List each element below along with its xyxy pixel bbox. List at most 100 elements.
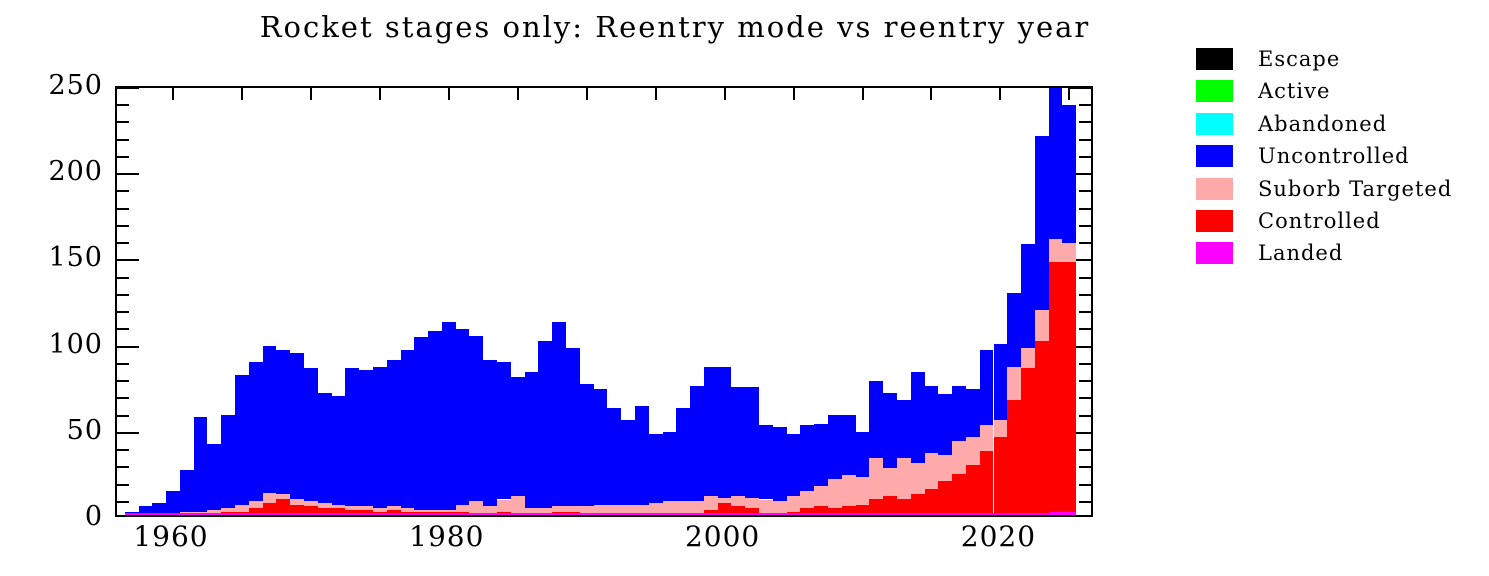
x-tick-top-2025 — [1068, 88, 1071, 100]
bar-1972-uncontrolled — [331, 396, 346, 505]
bar-2013 — [896, 399, 911, 515]
y-tick-right-90 — [1079, 362, 1091, 365]
y-tick-left-170 — [117, 224, 129, 227]
y-tick-right-170 — [1079, 224, 1091, 227]
bar-2022 — [1021, 244, 1035, 515]
bar-2024-controlled — [1048, 261, 1063, 512]
y-tick-right-40 — [1079, 449, 1091, 452]
y-tick-right-180 — [1079, 207, 1091, 210]
bar-1981-uncontrolled — [455, 328, 470, 505]
bar-1967-controlled — [262, 502, 277, 515]
bar-1959-uncontrolled — [152, 502, 167, 514]
x-tick-top-2005 — [792, 88, 795, 100]
legend-swatch-suborb-targeted — [1196, 177, 1233, 200]
x-tick-top-1980 — [447, 88, 450, 100]
legend-label-uncontrolled: Uncontrolled — [1258, 144, 1410, 169]
y-tick-left-180 — [117, 207, 129, 210]
y-tick-right-130 — [1079, 293, 1091, 296]
bar-2020 — [993, 344, 1008, 515]
bar-1983-uncontrolled — [483, 359, 498, 507]
bar-2000 — [717, 366, 732, 515]
y-axis-label-0: 0 — [84, 501, 103, 532]
bar-2014-uncontrolled — [910, 371, 925, 464]
bar-2013-uncontrolled — [896, 399, 911, 459]
bar-1975 — [372, 366, 387, 515]
bar-1987-suborb-targeted — [538, 508, 553, 515]
bar-2000-suborb-targeted — [717, 497, 732, 503]
bar-1987-uncontrolled — [538, 340, 553, 509]
y-tick-left-140 — [117, 276, 129, 279]
bar-2007-controlled — [814, 506, 829, 515]
legend-swatch-active — [1196, 80, 1233, 103]
bar-2009-uncontrolled — [841, 415, 856, 476]
bar-2024 — [1048, 88, 1063, 515]
y-tick-right-30 — [1079, 466, 1091, 469]
bar-1984 — [497, 361, 511, 515]
bar-2013-suborb-targeted — [896, 458, 911, 500]
bar-1971-uncontrolled — [317, 392, 332, 503]
bar-1984-suborb-targeted — [497, 499, 511, 512]
bar-2007-suborb-targeted — [814, 485, 829, 507]
bar-1965-uncontrolled — [235, 375, 249, 505]
bar-1966 — [248, 361, 263, 515]
bar-1958-uncontrolled — [138, 506, 153, 514]
bar-2015-controlled — [924, 489, 939, 515]
bar-2000-uncontrolled — [717, 366, 732, 498]
bar-1997 — [676, 408, 691, 515]
bar-2013-controlled — [896, 499, 911, 515]
bar-1965-suborb-targeted — [235, 504, 249, 512]
bar-2023-uncontrolled — [1034, 135, 1049, 310]
bar-1994 — [634, 406, 649, 515]
bar-2008-controlled — [828, 508, 842, 515]
bar-1994-suborb-targeted — [634, 504, 649, 515]
bar-2012 — [883, 392, 897, 515]
bar-1999-uncontrolled — [703, 366, 718, 497]
bar-2019-suborb-targeted — [979, 425, 994, 452]
y-tick-right-240 — [1079, 104, 1091, 107]
bar-2002 — [745, 387, 760, 515]
bar-1965 — [235, 375, 249, 515]
bar-2007 — [814, 423, 829, 515]
bar-1982-suborb-targeted — [469, 501, 484, 514]
bar-1972-controlled — [331, 508, 346, 515]
bar-1974-controlled — [359, 509, 373, 515]
bar-1977-uncontrolled — [400, 349, 415, 509]
bar-1973 — [345, 368, 360, 515]
bar-1978-uncontrolled — [414, 337, 429, 510]
bar-1980-suborb-targeted — [441, 509, 456, 512]
landed-baseline — [124, 513, 1077, 515]
y-tick-right-160 — [1079, 242, 1091, 245]
bar-1973-uncontrolled — [345, 368, 360, 507]
bar-1973-controlled — [345, 509, 360, 515]
y-tick-right-60 — [1079, 414, 1091, 417]
bar-2016 — [938, 394, 953, 515]
bar-1984-uncontrolled — [497, 361, 511, 500]
bar-2018-controlled — [965, 465, 980, 515]
bar-2012-uncontrolled — [883, 392, 897, 469]
bar-1974-uncontrolled — [359, 370, 373, 507]
bar-2021 — [1007, 292, 1022, 515]
bar-1996-uncontrolled — [662, 432, 677, 502]
bar-1991-uncontrolled — [593, 389, 608, 505]
y-tick-right-70 — [1079, 397, 1091, 400]
bar-2018-suborb-targeted — [965, 437, 980, 466]
bar-1982 — [469, 335, 484, 515]
x-axis-label-1980: 1980 — [409, 520, 485, 553]
bar-2019 — [979, 349, 994, 515]
bar-2011-suborb-targeted — [869, 458, 884, 500]
bar-1970-controlled — [304, 506, 318, 515]
bar-1962-uncontrolled — [193, 416, 208, 512]
y-axis-label-250: 250 — [48, 70, 103, 101]
y-tick-right-190 — [1079, 190, 1091, 193]
x-axis-label-1960: 1960 — [133, 520, 209, 553]
legend-label-active: Active — [1258, 79, 1331, 104]
bar-1960-uncontrolled — [166, 490, 180, 514]
bar-2024-uncontrolled — [1048, 88, 1063, 240]
y-tick-left-90 — [117, 362, 129, 365]
bar-1977 — [400, 349, 415, 515]
bar-2011 — [869, 380, 884, 515]
bar-1962 — [193, 416, 208, 515]
x-tick-top-1965 — [240, 88, 243, 100]
x-tick-top-2015 — [930, 88, 933, 100]
bar-2012-suborb-targeted — [883, 468, 897, 497]
